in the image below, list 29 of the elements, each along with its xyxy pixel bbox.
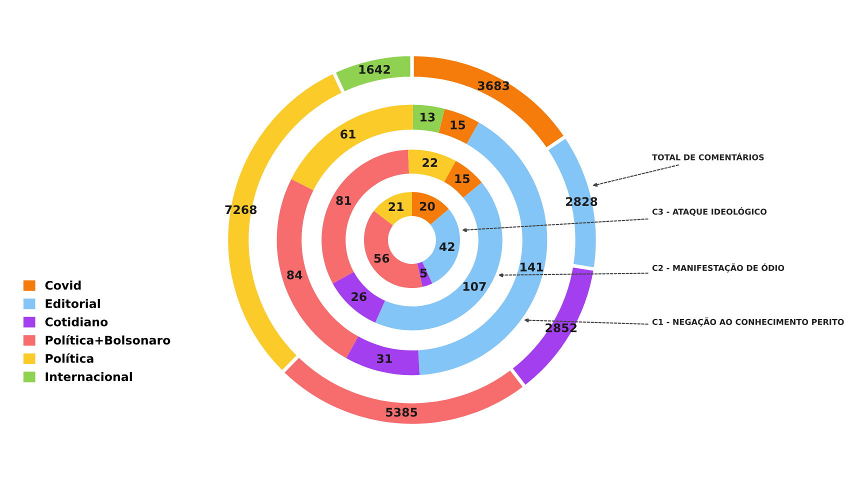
legend-label: Cotidiano bbox=[45, 317, 108, 326]
slice-label: TOTAL DE COMENTÁRIOS bbox=[652, 152, 764, 160]
legend-label: Covid bbox=[45, 280, 81, 290]
data-label: 5 bbox=[420, 268, 427, 278]
data-label: 13 bbox=[420, 112, 435, 122]
data-label: 5385 bbox=[386, 408, 418, 417]
legend-label: Editorial bbox=[46, 298, 100, 308]
data-label: 141 bbox=[520, 262, 544, 272]
data-label: 22 bbox=[422, 158, 438, 167]
data-label: 3683 bbox=[478, 81, 510, 90]
legend-label: Internacional bbox=[46, 372, 132, 382]
data-label: 21 bbox=[388, 202, 404, 211]
slice-label: C3 - ATAQUE IDEOLÓGICO bbox=[652, 207, 767, 216]
data-label: 26 bbox=[352, 292, 366, 302]
data-label: 31 bbox=[377, 354, 392, 364]
data-label: 107 bbox=[463, 282, 486, 291]
data-label: 61 bbox=[340, 130, 356, 139]
data-label: 20 bbox=[420, 202, 435, 211]
data-label: 1642 bbox=[359, 65, 390, 74]
legend-label: Política+Bolsonaro bbox=[46, 335, 170, 345]
data-label: 84 bbox=[287, 270, 302, 280]
data-label: 15 bbox=[450, 120, 466, 130]
data-label: 42 bbox=[439, 242, 454, 252]
data-label: 15 bbox=[455, 174, 470, 184]
slice-label: C2 - MANIFESTAÇÃO DE ÓDIO bbox=[652, 263, 784, 272]
legend-label: Política bbox=[46, 353, 94, 363]
data-label: 81 bbox=[336, 196, 352, 205]
data-label: 56 bbox=[374, 254, 390, 263]
slice-label: C1 - NEGAÇÃO AO CONHECIMENTO PERITO bbox=[652, 317, 844, 326]
